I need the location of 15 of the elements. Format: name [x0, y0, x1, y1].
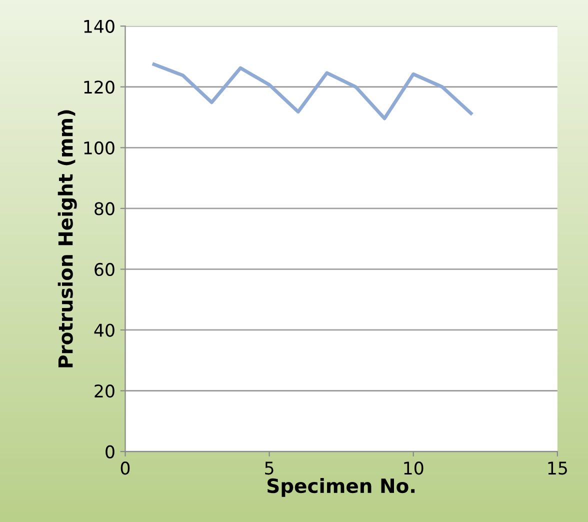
y-tick-label: 0 — [106, 445, 114, 458]
x-tick-label: 15 — [548, 462, 567, 475]
line-series — [152, 62, 473, 120]
y-axis-title: Protrusion Height (mm) — [58, 110, 77, 368]
x-tick-label: 10 — [404, 462, 424, 475]
y-tick-label: 40 — [94, 324, 114, 337]
y-tick-label: 20 — [94, 384, 114, 398]
y-tick-label: 140 — [84, 20, 114, 33]
x-tick-label: 0 — [120, 462, 130, 475]
y-tick-label: 60 — [94, 262, 114, 276]
x-tick-label: 5 — [265, 462, 274, 475]
y-tick-label: 80 — [94, 202, 114, 216]
y-tick-label: 120 — [84, 80, 114, 94]
x-axis-title: Specimen No. — [268, 478, 415, 497]
y-tick-label: 100 — [84, 141, 114, 154]
